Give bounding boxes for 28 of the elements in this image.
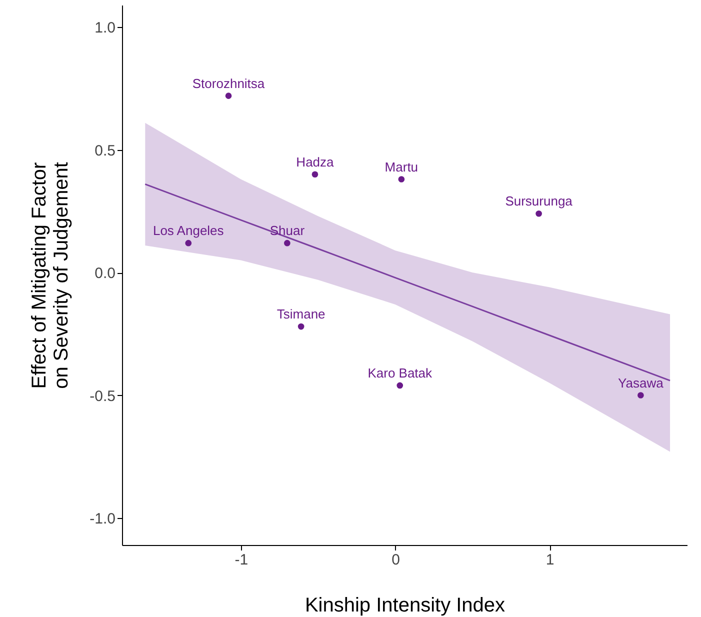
y-tick-label: -1.0 <box>90 510 116 528</box>
series-label: Martu <box>384 159 418 174</box>
point <box>396 382 404 389</box>
y-tick-label: 1.0 <box>94 20 116 37</box>
point <box>225 92 232 99</box>
point <box>312 171 318 178</box>
series-label: Karo Batak <box>368 365 433 380</box>
y-axis-title: Effect of Mitigating Factor on Severity of Judgement <box>28 162 73 389</box>
point <box>398 176 405 182</box>
series-label: Storozhnitsa <box>192 76 266 91</box>
point <box>638 392 644 398</box>
point <box>298 323 304 330</box>
series-label: Yasawa <box>618 375 664 390</box>
y-tick-label: 0.5 <box>94 142 116 160</box>
x-tick-label: 1 <box>546 552 554 568</box>
series-label: Shuar <box>270 223 306 238</box>
y-tick-label: 0.0 <box>94 265 116 282</box>
point <box>284 240 290 246</box>
point <box>185 240 192 246</box>
series-label: Tsimane <box>276 306 326 322</box>
point <box>536 210 542 217</box>
series-label: Sursurunga <box>505 194 574 209</box>
x-tick-label: -1 <box>234 552 248 568</box>
series-label: Hadza <box>296 154 335 170</box>
x-axis-title: Kinship Intensity Index <box>304 594 506 616</box>
series-label: Los Angeles <box>152 223 224 238</box>
y-tick-label: -0.5 <box>90 388 116 405</box>
x-tick-label: 0 <box>392 552 400 568</box>
